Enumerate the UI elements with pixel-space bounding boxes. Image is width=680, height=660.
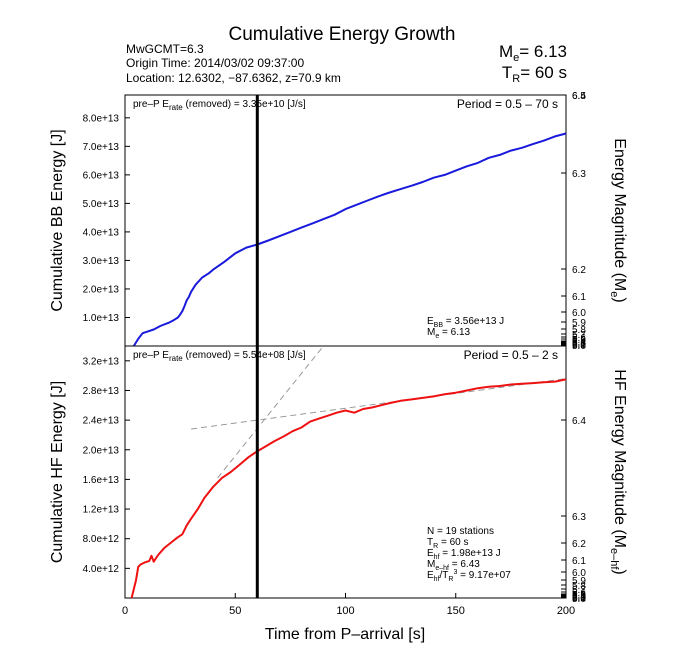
mag-tick-label: 5.7 — [572, 585, 586, 596]
header-magnitude-gcmt: MwGCMT=6.3 — [126, 42, 204, 56]
mag-tick-label: 5.3 — [572, 338, 586, 349]
stats-note: N = 19 stations — [427, 526, 494, 537]
y-tick-label: 3.2e+13 — [83, 356, 120, 367]
y-tick-label: 6.0e+13 — [83, 170, 120, 181]
period-label: Period = 0.5 – 2 s — [464, 348, 558, 362]
mag-tick-label: 6.4 — [572, 416, 586, 427]
fit-line — [191, 378, 567, 430]
x-tick-label: 200 — [557, 605, 575, 617]
mag-tick-label: 5.2 — [572, 593, 586, 604]
pre-p-rate-label: pre–P Erate (removed) = 3.35e+10 [J/s] — [133, 99, 306, 112]
y-tick-label: 3.0e+13 — [83, 256, 120, 267]
plot-frame — [124, 345, 567, 599]
header-location: Location: 12.6302, −87.6362, z=70.9 km — [126, 71, 341, 85]
mag-tick-label: 5.2 — [572, 339, 586, 350]
mag-tick-label: 5.1 — [572, 593, 586, 604]
energy-series — [130, 378, 567, 599]
y-tick-label: 2.0e+13 — [83, 284, 120, 295]
period-label: Period = 0.5 – 70 s — [457, 97, 558, 111]
x-tick-label: 50 — [229, 605, 241, 617]
mag-tick-label: 6.1 — [572, 556, 586, 567]
mag-tick-label: 5.5 — [572, 335, 586, 346]
y-tick-label: 4.0e+13 — [83, 227, 120, 238]
chart-title: Cumulative Energy Growth — [228, 24, 455, 45]
header-origin-time: Origin Time: 2014/03/02 09:37:00 — [126, 56, 304, 70]
y-tick-label: 8.0e+13 — [83, 113, 120, 124]
x-tick-label: 150 — [447, 605, 465, 617]
mag-tick-label: 5.3 — [572, 592, 586, 603]
y-tick-label: 5.0e+13 — [83, 199, 120, 210]
x-tick-label: 0 — [122, 605, 128, 617]
mag-tick-label: 6.3 — [572, 169, 586, 180]
mag-tick-label: 5.4 — [572, 337, 586, 348]
fit-line — [217, 345, 324, 479]
mag-tick-label: 5.9 — [572, 318, 586, 329]
energy-series — [132, 132, 567, 347]
mag-tick-label: 5.1 — [572, 340, 586, 351]
mag-tick-label: 5.8 — [572, 325, 586, 336]
y-tick-label: 1.0e+13 — [83, 313, 120, 324]
mag-tick-label: 5.0 — [572, 594, 586, 605]
y-tick-label: 2.0e+13 — [83, 445, 120, 456]
mag-tick-label: 5.6 — [572, 588, 586, 599]
mag-tick-label: 6.0 — [572, 568, 586, 579]
y-axis-label-right: HF Energy Magnitude (Me–hf) — [608, 369, 628, 574]
plot-frame — [124, 94, 567, 347]
header-me: Me= 6.13 — [499, 42, 567, 64]
mag-tick-label: 5.4 — [572, 591, 586, 602]
panel-high-frequency: 4.0e+12 8.0e+12 1.2e+13 1.6e+13 2.0e+13 2.4e+… — [49, 91, 628, 605]
y-tick-label: 1.6e+13 — [83, 475, 120, 486]
y-tick-label: 8.0e+12 — [83, 534, 120, 545]
pre-p-rate-label: pre–P Erate (removed) = 5.54e+08 [J/s] — [133, 350, 306, 363]
x-tick-label: 100 — [336, 605, 354, 617]
mag-tick-label: 6.5 — [572, 91, 586, 102]
y-tick-label: 2.4e+13 — [83, 416, 120, 427]
y-tick-label: 7.0e+13 — [83, 142, 120, 153]
stats-note: TR = 60 s — [427, 537, 468, 550]
mag-tick-label: 5.6 — [572, 333, 586, 344]
y-axis-label: Cumulative HF Energy [J] — [49, 381, 66, 563]
mag-tick-label: 5.9 — [572, 576, 586, 587]
stats-note: Me = 6.13 — [427, 327, 471, 340]
mag-tick-label: 6.2 — [572, 539, 586, 550]
stats-note: Ehf = 1.98e+13 J — [427, 548, 501, 561]
mag-tick-label: 6.2 — [572, 265, 586, 276]
mag-tick-label: 6.0 — [572, 308, 586, 319]
mag-tick-label: 5.7 — [572, 330, 586, 341]
mag-tick-label: 6.1 — [572, 292, 586, 303]
y-tick-label: 2.8e+13 — [83, 386, 120, 397]
stats-note: EBB = 3.56e+13 J — [427, 316, 504, 329]
header-tr: TR= 60 s — [502, 63, 567, 85]
y-axis-label: Cumulative BB Energy [J] — [49, 129, 66, 311]
mag-tick-label: 5.0 — [572, 341, 586, 352]
mag-tick-label: 5.8 — [572, 581, 586, 592]
x-axis-label: Time from P–arrival [s] — [265, 626, 425, 643]
y-tick-label: 1.2e+13 — [83, 505, 120, 516]
y-axis-label-right: Energy Magnitude (Me) — [608, 138, 628, 302]
mag-tick-label: 5.5 — [572, 590, 586, 601]
stats-note: Ehf/TR3 = 9.17e+07 — [427, 569, 511, 583]
panel-broadband: 1.0e+13 2.0e+13 3.0e+13 4.0e+13 5.0e+13 6.0e+… — [49, 91, 628, 352]
mag-tick-label: 6.3 — [572, 512, 586, 523]
y-tick-label: 4.0e+12 — [83, 564, 120, 575]
mag-tick-label: 6.4 — [572, 91, 586, 102]
